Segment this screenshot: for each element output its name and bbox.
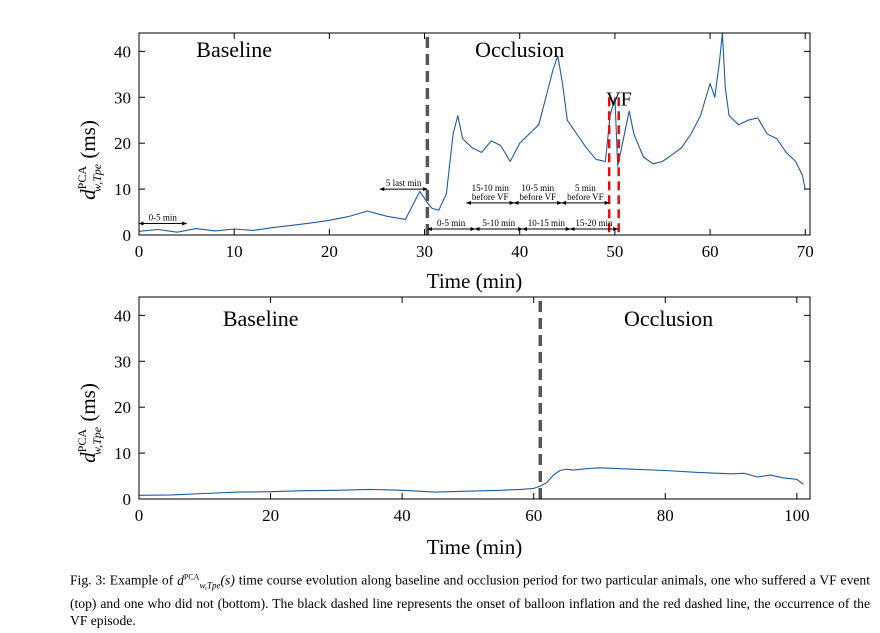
y-tick-label: 20 [114, 398, 131, 417]
interval-label-sub: before VF [567, 192, 604, 202]
y-tick-label: 10 [114, 180, 131, 199]
x-tick-label: 60 [525, 506, 542, 525]
y-label-unit: (ms) [76, 383, 100, 427]
interval-label: 5 min [575, 183, 596, 193]
interval-label: 10-15 min [528, 218, 566, 228]
chart-panel-2: Baseline Occlusion 0 20 40 60 80 100 0 10 20 30 40 Ti… [75, 296, 811, 559]
caption-prefix: Fig. 3: Example of [70, 572, 178, 588]
x-tick-label: 20 [262, 506, 279, 525]
y-axis-label: dPCAw,Tpe (ms) [75, 383, 104, 463]
caption-symbol-sub: w,Tpe [199, 580, 221, 591]
region-label-baseline: Baseline [196, 37, 272, 62]
x-tick-label: 10 [226, 242, 243, 261]
caption-body: time course evolution along baseline and… [70, 572, 870, 629]
region-label-baseline: Baseline [223, 306, 299, 331]
y-label-sup: PCA [75, 166, 89, 190]
y-tick-label: 0 [123, 226, 132, 245]
y-tick-label: 30 [114, 352, 131, 371]
interval-label: 15-20 min [575, 218, 613, 228]
interval-label: 5-10 min [482, 218, 515, 228]
figure-caption: Fig. 3: Example of dPCAw,Tpe(s) time cou… [70, 568, 870, 630]
x-tick-label: 60 [702, 242, 719, 261]
x-axis-label: Time (min) [427, 269, 522, 293]
y-label-symbol: d [76, 452, 100, 463]
region-label-occlusion: Occlusion [624, 306, 713, 331]
region-label-occlusion: Occlusion [475, 37, 564, 62]
data-series-line [138, 467, 804, 496]
x-tick-label: 20 [321, 242, 338, 261]
interval-label: 0-5 min [149, 213, 178, 223]
interval-label-sub: before VF [520, 192, 557, 202]
interval-label: 5 last min [386, 178, 422, 188]
x-tick-label: 30 [416, 242, 433, 261]
interval-label-sub: before VF [472, 192, 509, 202]
y-label-sup: PCA [75, 429, 89, 453]
x-tick-label: 0 [135, 242, 144, 261]
y-tick-label: 20 [114, 134, 131, 153]
y-axis-label: dPCAw,Tpe (ms) [75, 120, 104, 200]
y-tick-label: 30 [114, 88, 131, 107]
x-tick-label: 40 [394, 506, 411, 525]
x-tick-label: 70 [797, 242, 814, 261]
interval-label: 15-10 min [472, 183, 510, 193]
y-label-sub: w,Tpe [90, 426, 104, 455]
y-label-symbol: d [76, 189, 100, 200]
x-tick-label: 50 [606, 242, 623, 261]
data-series-line [138, 32, 806, 233]
x-tick-label: 80 [657, 506, 674, 525]
x-tick-label: 100 [784, 506, 810, 525]
caption-argument: (s) [220, 572, 235, 588]
x-axis-label: Time (min) [427, 535, 522, 559]
x-tick-label: 40 [511, 242, 528, 261]
x-tick-label: 0 [135, 506, 144, 525]
caption-symbol-sup: PCA [183, 572, 200, 581]
y-tick-label: 10 [114, 444, 131, 463]
y-tick-label: 40 [114, 42, 131, 61]
y-tick-label: 0 [123, 490, 132, 509]
y-label-sub: w,Tpe [90, 163, 104, 192]
interval-label: 0-5 min [437, 218, 466, 228]
y-tick-label: 40 [114, 306, 131, 325]
caption-symbol: dPCAw,Tpe [177, 572, 221, 591]
axes-frame [138, 296, 811, 500]
y-label-unit: (ms) [76, 120, 100, 164]
axes-frame [138, 32, 811, 236]
interval-label: 10-5 min [521, 183, 554, 193]
